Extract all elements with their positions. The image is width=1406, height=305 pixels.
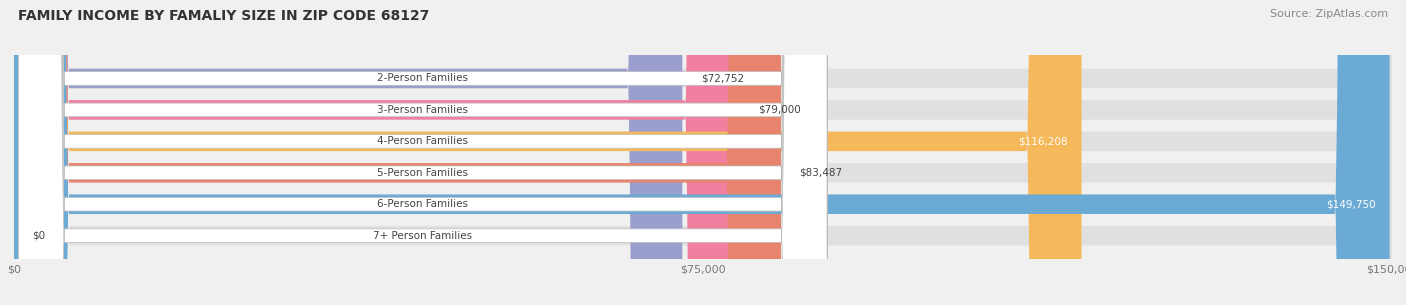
- Text: 6-Person Families: 6-Person Families: [377, 199, 468, 209]
- FancyBboxPatch shape: [14, 0, 1081, 305]
- Text: 5-Person Families: 5-Person Families: [377, 168, 468, 178]
- FancyBboxPatch shape: [18, 0, 827, 305]
- FancyBboxPatch shape: [14, 0, 1389, 305]
- FancyBboxPatch shape: [18, 0, 827, 305]
- FancyBboxPatch shape: [14, 0, 1392, 305]
- FancyBboxPatch shape: [14, 0, 1392, 305]
- FancyBboxPatch shape: [18, 0, 827, 305]
- FancyBboxPatch shape: [14, 0, 682, 305]
- FancyBboxPatch shape: [18, 0, 827, 305]
- Text: $0: $0: [32, 231, 45, 241]
- Text: Source: ZipAtlas.com: Source: ZipAtlas.com: [1270, 9, 1388, 19]
- FancyBboxPatch shape: [14, 0, 1392, 305]
- Text: $149,750: $149,750: [1326, 199, 1376, 209]
- FancyBboxPatch shape: [14, 0, 1392, 305]
- FancyBboxPatch shape: [14, 0, 740, 305]
- FancyBboxPatch shape: [14, 0, 780, 305]
- Text: $116,208: $116,208: [1018, 136, 1067, 146]
- Text: $72,752: $72,752: [700, 74, 744, 84]
- FancyBboxPatch shape: [18, 0, 827, 305]
- Text: $83,487: $83,487: [800, 168, 842, 178]
- Text: 2-Person Families: 2-Person Families: [377, 74, 468, 84]
- FancyBboxPatch shape: [14, 0, 1392, 305]
- FancyBboxPatch shape: [18, 0, 827, 305]
- Text: 4-Person Families: 4-Person Families: [377, 136, 468, 146]
- FancyBboxPatch shape: [14, 0, 1392, 305]
- Text: 3-Person Families: 3-Person Families: [377, 105, 468, 115]
- Text: $79,000: $79,000: [758, 105, 801, 115]
- Text: FAMILY INCOME BY FAMALIY SIZE IN ZIP CODE 68127: FAMILY INCOME BY FAMALIY SIZE IN ZIP COD…: [18, 9, 430, 23]
- Text: 7+ Person Families: 7+ Person Families: [373, 231, 472, 241]
